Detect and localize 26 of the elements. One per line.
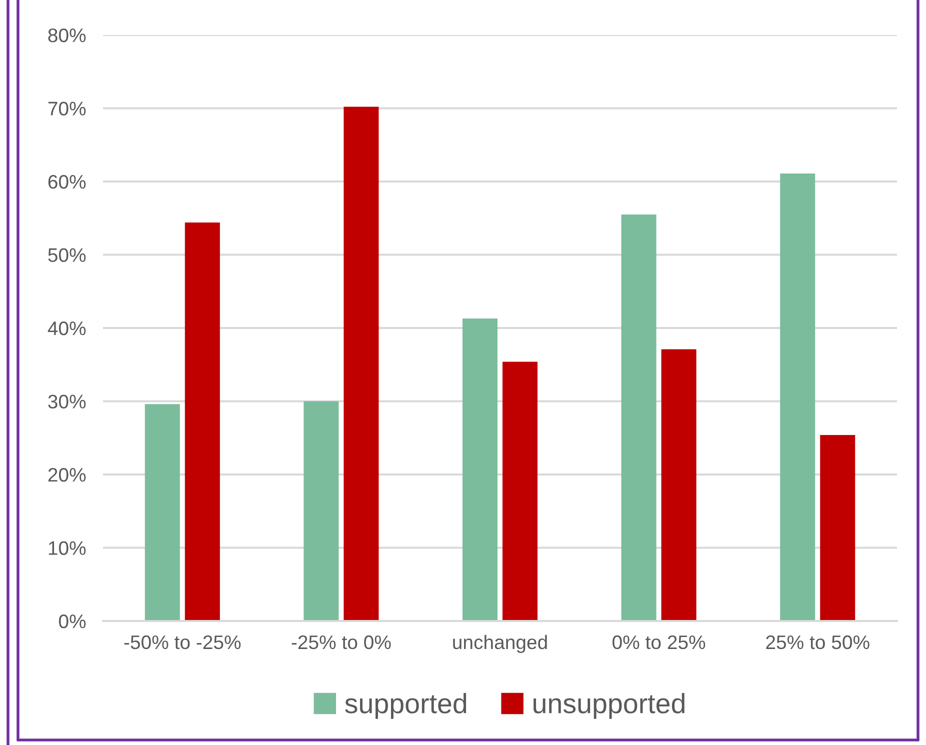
legend-label: supported [345, 693, 466, 719]
y-tick-label: 40% [48, 321, 86, 336]
y-tick-label: 50% [48, 248, 86, 262]
legend-label: unsupported [534, 693, 684, 719]
bar [184, 222, 220, 621]
bar [502, 362, 538, 621]
bar [304, 401, 339, 621]
bar [462, 318, 498, 621]
bar [661, 349, 696, 621]
x-tick-label: -25% to 0% [292, 635, 391, 650]
y-tick-label: 60% [48, 174, 86, 189]
bar [780, 173, 816, 621]
bar [344, 106, 379, 621]
x-tick-label: -50% to -25% [124, 635, 241, 650]
bar [820, 434, 856, 621]
bar [621, 214, 656, 621]
x-tick-label: 0% to 25% [612, 635, 706, 650]
x-tick-label: unchanged [453, 634, 547, 654]
bar [144, 404, 180, 621]
y-tick-label: 30% [48, 394, 86, 408]
x-tick-label: 25% to 50% [766, 635, 870, 650]
y-tick-label: 70% [48, 102, 86, 116]
y-tick-label: 0% [58, 614, 86, 628]
y-tick-label: 80% [48, 28, 86, 42]
y-tick-label: 20% [48, 468, 86, 482]
y-tick-label: 10% [48, 541, 86, 555]
